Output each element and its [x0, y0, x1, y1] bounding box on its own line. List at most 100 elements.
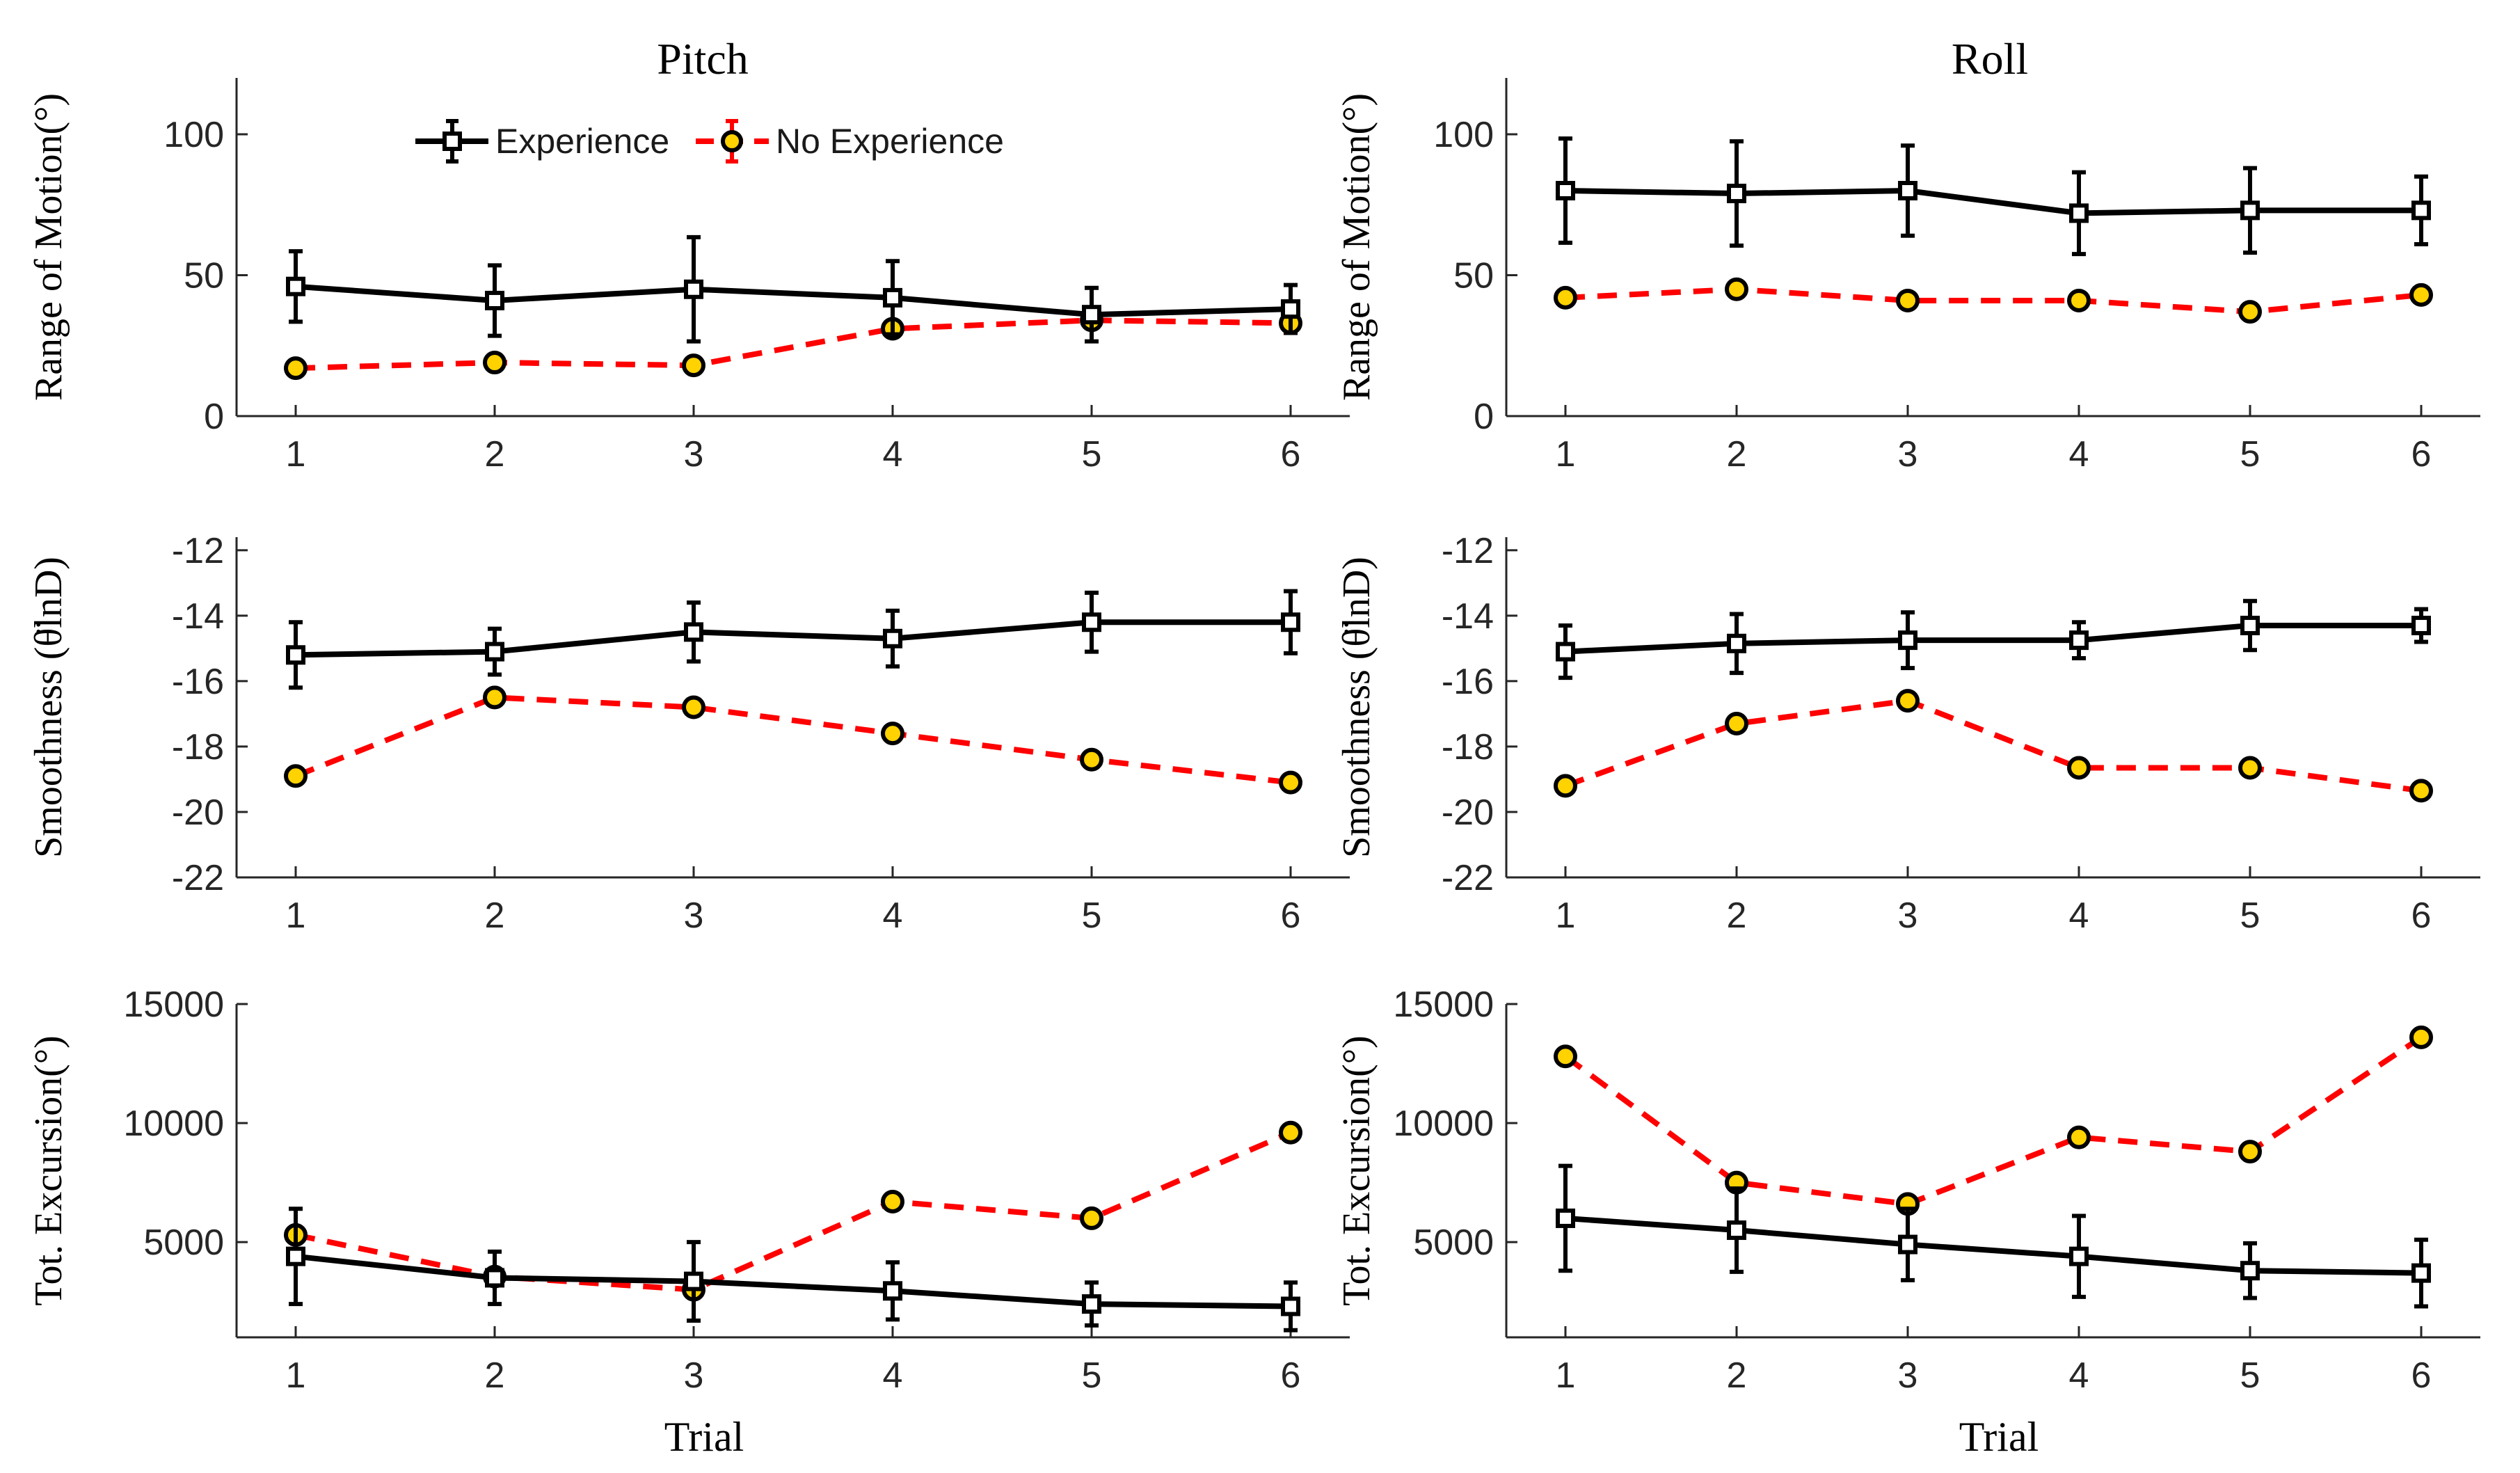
y-tick-label: 10000 [1393, 1104, 1494, 1144]
data-point-experience [1727, 1220, 1746, 1241]
data-point-no-experience [2238, 300, 2262, 324]
panel-roll-smoothness: -22 -20 -18 -16 -14 -12 1 2 3 4 5 6 Smoothness (θ̈ln… [1335, 531, 2480, 936]
data-point-experience [684, 1271, 703, 1291]
data-point-no-experience [1896, 288, 1920, 312]
data-point-no-experience [2409, 779, 2433, 803]
x-tick-label: 6 [2411, 434, 2432, 475]
data-point-experience [684, 622, 703, 642]
y-tick-label: -22 [172, 858, 224, 898]
x-tick-label: 6 [1281, 1355, 1301, 1396]
x-tick-label: 5 [2240, 434, 2260, 475]
y-tick-label: -22 [1442, 858, 1494, 898]
data-point-experience [883, 628, 902, 648]
y-tick-label: 5000 [1413, 1223, 1494, 1263]
series-line-no-experience [295, 317, 1291, 372]
panel-pitch-smoothness: -22 -20 -18 -16 -14 -12 1 2 3 4 5 6 Smoothness (θ̈ln… [27, 531, 1350, 936]
x-tick-label: 3 [684, 434, 704, 475]
data-point-no-experience [2067, 756, 2091, 780]
x-tick-label: 5 [2240, 895, 2260, 936]
series-experience [286, 1207, 1300, 1332]
x-tick-label: 4 [2069, 1355, 2089, 1396]
data-point-experience [485, 290, 504, 310]
data-point-experience [2411, 1263, 2431, 1283]
data-point-experience [1082, 612, 1101, 632]
legend: Experience No Experience [415, 119, 1004, 164]
data-point-experience [1898, 181, 1917, 200]
x-tick-label: 6 [2411, 1355, 2432, 1396]
data-point-experience [1281, 612, 1300, 632]
legend-experience-marker [442, 132, 462, 151]
data-point-no-experience [1725, 277, 1748, 301]
series-line-no-experience [1565, 286, 2422, 315]
data-point-no-experience [284, 764, 308, 788]
x-tick-label: 6 [2411, 895, 2432, 936]
y-tick-label: -14 [1442, 596, 1494, 637]
series-no-experience [284, 685, 1302, 795]
x-tick-label: 3 [1898, 1355, 1918, 1396]
x-tick-label: 3 [684, 1355, 704, 1396]
data-point-no-experience [1080, 747, 1103, 772]
x-tick-label: 1 [286, 434, 306, 475]
y-tick-label: 50 [1453, 256, 1494, 296]
data-point-experience [286, 645, 305, 665]
data-point-no-experience [881, 722, 904, 746]
x-axis-label-roll: Trial [1959, 1414, 2039, 1460]
data-point-experience [883, 287, 902, 308]
panel-roll-excursion: 5000 10000 15000 1 2 3 4 5 6 Tot. Excursion(°) [1335, 985, 2480, 1396]
data-point-no-experience [2238, 756, 2262, 780]
data-point-experience [1082, 305, 1101, 325]
legend-experience-label: Experience [495, 122, 669, 161]
y-tick-label: 10000 [123, 1104, 224, 1144]
y-tick-label: 0 [204, 397, 224, 437]
data-point-experience [2069, 203, 2089, 223]
series-no-experience [1554, 277, 2433, 324]
data-point-experience [485, 1268, 504, 1288]
panel-roll-range-of-motion: 0 50 100 1 2 3 4 5 6 Range of Motion(°) [1335, 78, 2480, 475]
data-point-no-experience [2238, 1140, 2262, 1164]
x-tick-label: 6 [1281, 434, 1301, 475]
y-axis-label: Smoothness (θ̈lnD) [27, 557, 70, 858]
x-tick-label: 5 [1082, 1355, 1102, 1396]
y-tick-label: 15000 [123, 985, 224, 1025]
x-tick-label: 4 [2069, 434, 2089, 475]
legend-no-experience-label: No Experience [776, 122, 1004, 161]
series-experience [1556, 598, 2431, 680]
series-line-experience [295, 1253, 1291, 1309]
y-tick-label: 50 [184, 256, 224, 296]
data-point-experience [684, 279, 703, 299]
x-tick-label: 1 [1556, 434, 1576, 475]
x-tick-label: 5 [2240, 1355, 2260, 1396]
y-tick-label: 15000 [1393, 985, 1494, 1025]
y-axis-label: Tot. Excursion(°) [27, 1035, 70, 1306]
y-tick-label: -20 [1442, 793, 1494, 833]
x-tick-label: 2 [1727, 1355, 1747, 1396]
y-tick-label: -20 [172, 793, 224, 833]
x-tick-label: 4 [883, 895, 903, 936]
series-line-experience [295, 283, 1291, 318]
series-line-experience [1565, 188, 2421, 216]
y-tick-label: -16 [1442, 662, 1494, 702]
y-tick-label: -18 [172, 727, 224, 767]
data-point-experience [1727, 633, 1746, 653]
series-line-experience [1565, 1215, 2422, 1276]
data-point-no-experience [2409, 282, 2433, 307]
series-line-experience [1565, 622, 2421, 655]
data-point-experience [286, 276, 305, 296]
data-point-experience [2069, 1246, 2089, 1266]
data-point-experience [2411, 200, 2431, 221]
data-point-experience [485, 642, 504, 662]
data-point-no-experience [483, 351, 507, 375]
x-tick-label: 3 [684, 895, 704, 936]
data-point-no-experience [682, 695, 705, 719]
y-tick-label: -12 [172, 531, 224, 571]
x-axis-label-pitch: Trial [664, 1414, 744, 1460]
data-point-experience [2240, 1261, 2260, 1281]
column-title-pitch: Pitch [657, 34, 749, 83]
x-tick-label: 2 [485, 434, 505, 475]
data-point-no-experience [1554, 285, 1577, 310]
data-point-experience [1556, 642, 1575, 662]
data-point-experience [2240, 615, 2260, 635]
y-axis-label: Smoothness (θ̈lnD) [1335, 557, 1378, 858]
series-no-experience [1554, 689, 2433, 803]
